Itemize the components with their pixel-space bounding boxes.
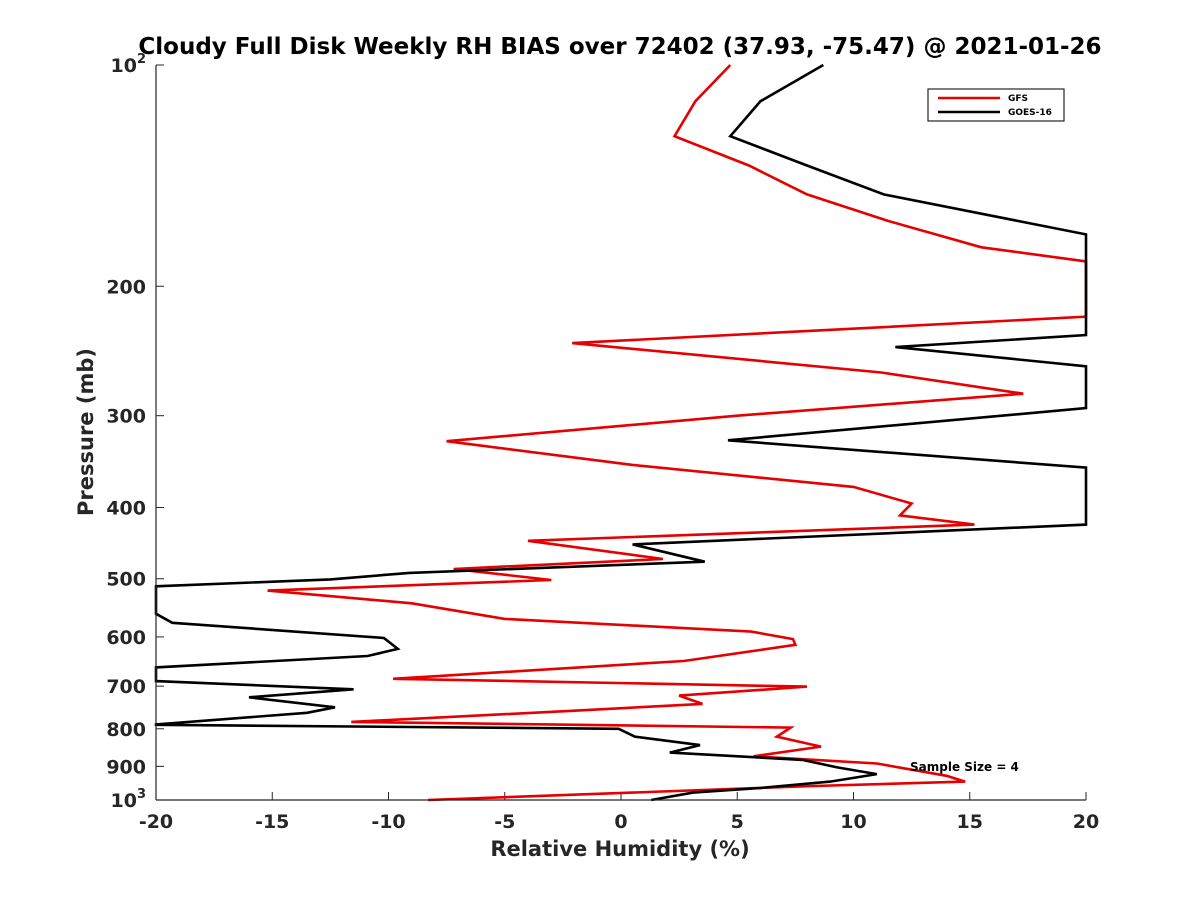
y-tick-base: 800 [106,719,146,741]
series-line-goes-16 [154,63,1088,802]
y-tick-label: 103 [111,787,147,812]
y-tick-base: 600 [106,627,146,649]
x-tick-label: 5 [731,811,744,833]
x-tick-label: 0 [614,811,627,833]
x-tick-label: -20 [139,811,173,833]
x-tick-label: -5 [494,811,515,833]
sample-size-annotation: Sample Size = 4 [910,760,1019,774]
legend: GFS GOES-16 [927,88,1065,122]
legend-label: GFS [1008,94,1028,104]
y-tick-label: 102 [111,52,147,77]
y-tick-base: 200 [106,276,146,298]
y-tick-label: 400 [106,498,146,520]
series-line-gfs [267,64,1088,802]
y-tick-label: 700 [106,676,146,698]
y-tick-base: 700 [106,676,146,698]
y-tick-exponent: 3 [137,787,146,802]
y-tick-label: 900 [106,756,146,778]
y-axis-label: Pressure (mb) [74,348,98,516]
y-tick-label: 800 [106,719,146,741]
x-tick-label: 15 [957,811,983,833]
y-tick-label: 600 [106,627,146,649]
y-tick-base: 10 [111,55,137,77]
y-tick-label: 300 [106,406,146,428]
y-tick-exponent: 2 [137,52,146,67]
y-tick-base: 900 [106,756,146,778]
x-tick-label: -10 [371,811,405,833]
x-axis-label: Relative Humidity (%) [490,837,749,861]
y-tick-base: 500 [106,569,146,591]
ticks: -20 -15 -10 -5 0 5 10 15 20102200300400500600700… [106,52,1099,833]
plot-area [154,63,1088,802]
legend-label: GOES-16 [1008,108,1052,118]
y-tick-base: 10 [111,790,137,812]
x-tick-label: 10 [840,811,866,833]
y-tick-label: 500 [106,569,146,591]
y-tick-base: 400 [106,498,146,520]
legend-box [927,88,1065,122]
x-tick-label: -15 [255,811,289,833]
y-tick-label: 200 [106,276,146,298]
x-tick-label: 20 [1073,811,1099,833]
y-tick-base: 300 [106,406,146,428]
chart-title: Cloudy Full Disk Weekly RH BIAS over 724… [138,34,1101,60]
